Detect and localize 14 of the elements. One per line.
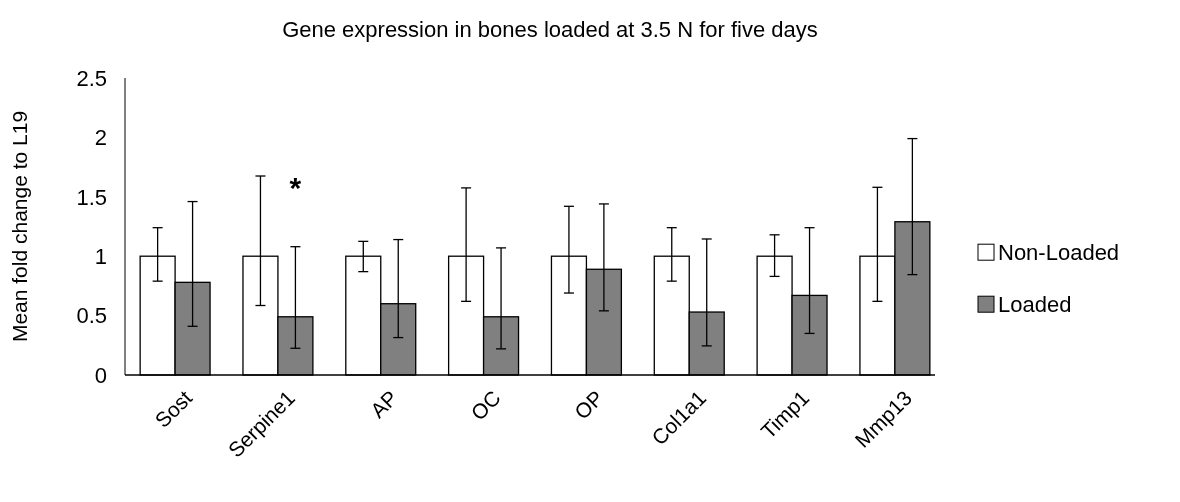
y-tick-label: 2	[94, 125, 107, 151]
x-tick-label: OP	[569, 385, 608, 424]
y-axis-title: Mean fold change to L19	[8, 110, 31, 343]
annotation: *	[289, 171, 302, 204]
chart-title: Gene expression in bones loaded at 3.5 N for five days	[282, 17, 818, 42]
y-tick-label: 2.5	[76, 65, 107, 91]
y-tick-label: 0.5	[76, 303, 107, 329]
legend-label: Loaded	[998, 291, 1072, 317]
y-tick-label: 1	[94, 243, 107, 269]
x-tick-label: AP	[365, 385, 402, 423]
legend-label: Non-Loaded	[998, 239, 1120, 265]
x-tick-label: OC	[466, 385, 505, 425]
y-tick-label: 1.5	[76, 184, 107, 210]
y-tick-label: 0	[94, 362, 107, 388]
